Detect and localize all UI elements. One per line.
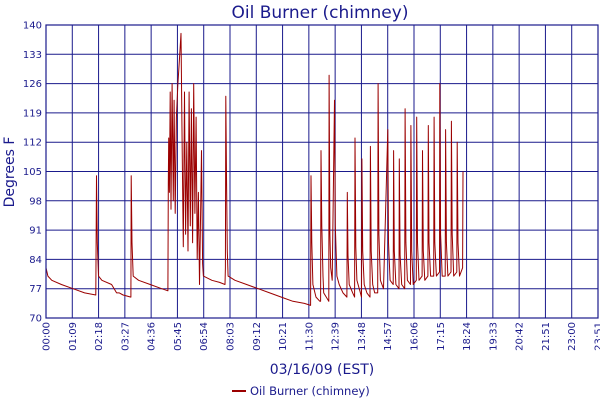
x-tick-label: 21:51 (541, 322, 552, 351)
y-tick-label: 105 (23, 167, 42, 178)
y-tick-label: 126 (23, 79, 42, 90)
x-tick-label: 17:15 (436, 322, 447, 351)
chart-title: Oil Burner (chimney) (232, 3, 409, 23)
x-tick-label: 02:18 (94, 322, 105, 351)
x-tick-label: 01:09 (68, 322, 79, 351)
x-tick-label: 00:00 (42, 322, 53, 351)
y-tick-label: 140 (23, 21, 42, 32)
y-tick-label: 112 (23, 138, 42, 149)
x-tick-label: 12:39 (331, 322, 342, 351)
x-tick-label: 06:54 (199, 322, 210, 351)
x-tick-label: 16:06 (410, 322, 421, 351)
x-tick-label: 04:36 (147, 322, 158, 351)
x-tick-label: 18:24 (462, 322, 473, 351)
x-tick-label: 08:03 (226, 322, 237, 351)
y-tick-label: 77 (29, 284, 42, 295)
x-tick-label: 05:45 (173, 322, 184, 351)
legend-label: Oil Burner (chimney) (250, 384, 370, 398)
y-tick-label: 84 (29, 255, 42, 266)
x-tick-label: 11:30 (304, 322, 315, 351)
y-tick-label: 70 (29, 314, 42, 325)
x-tick-label: 09:12 (252, 322, 263, 351)
y-axis-label: Degrees F (2, 137, 18, 208)
series-line (45, 32, 464, 306)
plot-border (45, 24, 599, 319)
y-tick-label: 98 (29, 196, 42, 207)
x-tick-label: 10:21 (278, 322, 289, 351)
legend: Oil Burner (chimney) (232, 384, 370, 398)
x-tick-label: 13:48 (357, 322, 368, 351)
y-tick-label: 133 (23, 50, 42, 61)
x-axis-label: 03/16/09 (EST) (270, 362, 375, 378)
x-tick-label: 20:42 (515, 322, 526, 351)
y-tick-label: 91 (29, 226, 42, 237)
y-tick-label: 119 (23, 108, 42, 119)
x-tick-label: 23:00 (567, 322, 578, 351)
x-tick-label: 19:33 (488, 322, 499, 351)
x-tick-label: 23:51 (594, 322, 600, 351)
plot-area: 70 77 84 91 98 105 112 119 126 133 140 00:00 01:09 02… (23, 21, 600, 351)
x-tick-label: 14:57 (383, 322, 394, 351)
x-tick-label: 03:27 (120, 322, 131, 351)
